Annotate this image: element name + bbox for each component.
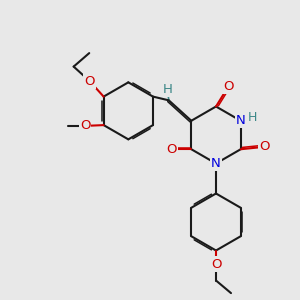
- Text: O: O: [259, 140, 269, 153]
- Text: N: N: [211, 157, 221, 170]
- Text: O: O: [84, 74, 94, 88]
- Text: O: O: [223, 80, 234, 93]
- Text: O: O: [80, 119, 90, 132]
- Text: O: O: [167, 143, 177, 156]
- Text: H: H: [162, 83, 172, 96]
- Text: O: O: [211, 257, 221, 271]
- Text: N: N: [236, 114, 246, 127]
- Text: H: H: [248, 111, 257, 124]
